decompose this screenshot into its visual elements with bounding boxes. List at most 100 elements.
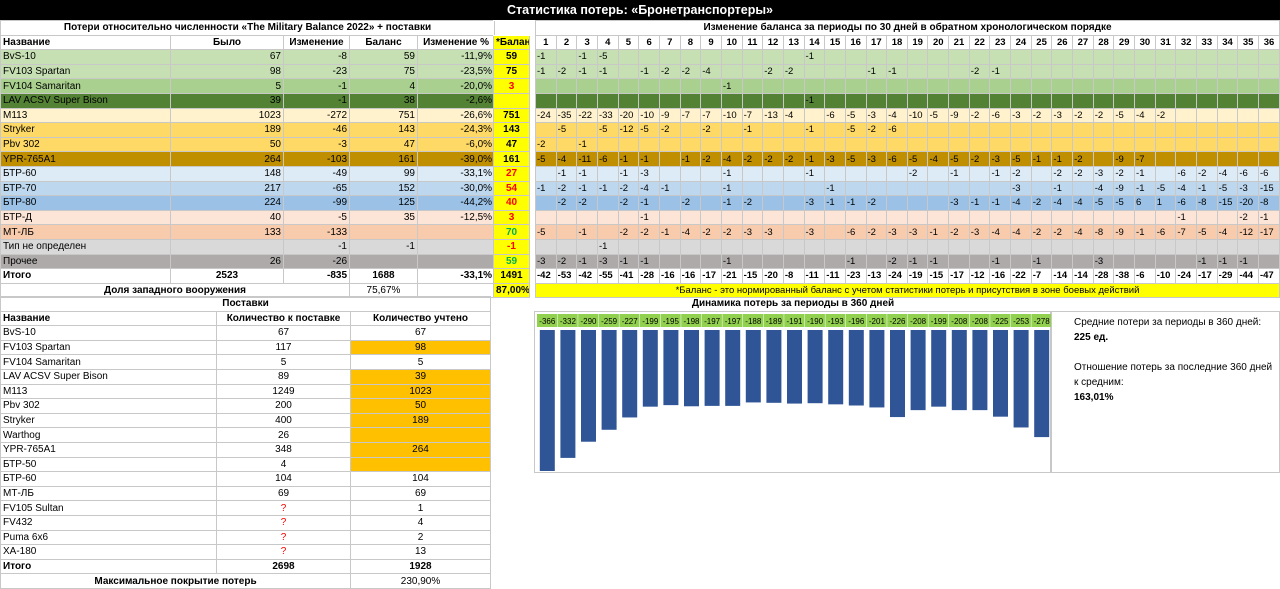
period-cell [886,238,908,255]
period-cell [1030,209,1053,226]
period-cell [1072,122,1094,138]
period-cell: -3 [1010,180,1032,197]
period-cell: -1 [824,180,846,197]
loss-cell-change: -65 [283,180,350,197]
periods-table: Изменение баланса за периоды по 30 дней … [535,20,1280,299]
period-cell [1134,78,1156,94]
period-cell [1010,122,1032,138]
loss-cell-was: 189 [170,122,284,138]
period-cell [948,253,970,270]
period-cell: -9 [1113,180,1136,197]
period-cell [596,195,619,211]
period-cell [1092,63,1115,80]
loss-cell-balance [349,224,418,240]
period-cell [968,92,991,109]
period-cell: -7 [1134,151,1156,167]
balance-norm-cell: 143 [493,122,530,138]
bar-label-bg [1010,314,1031,327]
supply-cell-qty: 348 [216,441,351,458]
supply-cell-name: XA-180 [0,544,217,560]
period-cell [762,238,784,255]
western-norm-value: 87,00% [493,282,530,299]
supply-cell-name: Puma 6x6 [0,529,217,546]
table-row: -1 [535,92,1280,109]
period-cell [782,122,805,138]
loss-header: Было [170,34,284,51]
period-cell [948,122,970,138]
table-row: Puma 6x6? 2 [0,529,492,546]
period-cell: -4 [1216,165,1239,182]
period-cell [948,63,970,80]
period-cell: -4 [1072,224,1094,240]
period-cell [1154,238,1177,255]
loss-cell-was: 217 [170,180,284,197]
period-cell [1134,63,1156,80]
period-cell [617,49,640,65]
period-cell: -16 [989,268,1012,284]
period-cell: -1 [1134,224,1156,240]
period-cell [1196,136,1218,153]
period-cell: -6 [824,107,846,124]
bar [766,330,782,403]
bar-label-bg [557,314,578,327]
loss-cell-name: БТР-Д [0,209,171,226]
period-header: 34 [1216,34,1239,51]
loss-section-title-row: Потери относительно численности «The Mil… [0,20,496,36]
period-cell: -2 [886,253,908,270]
supply-title-row: Поставки [0,296,492,312]
period-cell [803,78,826,94]
loss-cell-name: Прочее [0,253,171,270]
period-cell [1051,209,1074,226]
supply-cell-name: БТР-60 [0,471,217,487]
loss-cell-name: LAV ACSV Super Bison [0,92,171,109]
period-cell: -11 [803,268,826,284]
loss-cell-name: Pbv 302 [0,136,171,153]
period-cell [1010,209,1032,226]
period-cell: -1 [576,180,598,197]
period-cell: -1 [638,253,660,270]
period-cell: -5 [844,107,867,124]
period-cell [1216,49,1239,65]
period-cell: -2 [968,63,991,80]
period-cell [803,63,826,80]
period-cell [555,78,578,94]
period-cell [1010,63,1032,80]
period-cell [617,78,640,94]
loss-cell-name: БТР-80 [0,195,171,211]
bar-label-bg [722,314,743,327]
page-title: Статистика потерь: «Бронетранспортеры» [0,0,1280,20]
period-cell [596,209,619,226]
period-cell: -9 [1113,151,1136,167]
western-share-row: Доля западного вооружения 75,67% [0,282,496,299]
supply-cell-qty: 89 [216,368,351,385]
period-cell [886,78,908,94]
period-header: 15 [824,34,846,51]
balance-spacer-row [493,20,530,36]
period-cell [886,92,908,109]
period-cell: -1 [720,180,743,197]
loss-cell-name: FV103 Spartan [0,63,171,80]
bar [869,330,885,408]
loss-cell-pct [416,238,496,255]
table-row: -1 -2 -1 -1 -2 -4 -1 -1 -1 -3 -1 -4 -9 -1 -5 -4 -1 -5 -3 -1… [535,180,1280,197]
period-cell: -2 [700,122,722,138]
period-cell: -2 [658,122,681,138]
period-cell [1092,151,1115,167]
table-row: -5 -4 -11 -6 -1 -1 -1 -2 -4 -2 -2 -2 -1 -3 -5 -3 -6 -5 -4-… [535,151,1280,167]
period-cell [762,136,784,153]
table-row: Pbv 302 200 50 [0,398,492,414]
period-cell [1175,136,1197,153]
supply-cell-qty: ? [216,500,351,516]
period-cell [1072,63,1094,80]
table-row: FV104 Samaritan 5 5 [0,354,492,370]
period-cell [762,78,784,94]
balance-norm-cell: 3 [493,78,530,94]
period-cell: -17 [1196,268,1218,284]
period-cell: -15 [741,268,764,284]
supply-cell-qty: 200 [216,398,351,414]
bar [972,330,988,411]
period-cell [1196,63,1218,80]
period-cell [1237,49,1259,65]
supply-cell-counted: 264 [349,441,492,458]
dynamics-bar-chart: -366 -332 -290 -259 -227 -199 -195 -198 -197 -197… [537,314,1052,471]
